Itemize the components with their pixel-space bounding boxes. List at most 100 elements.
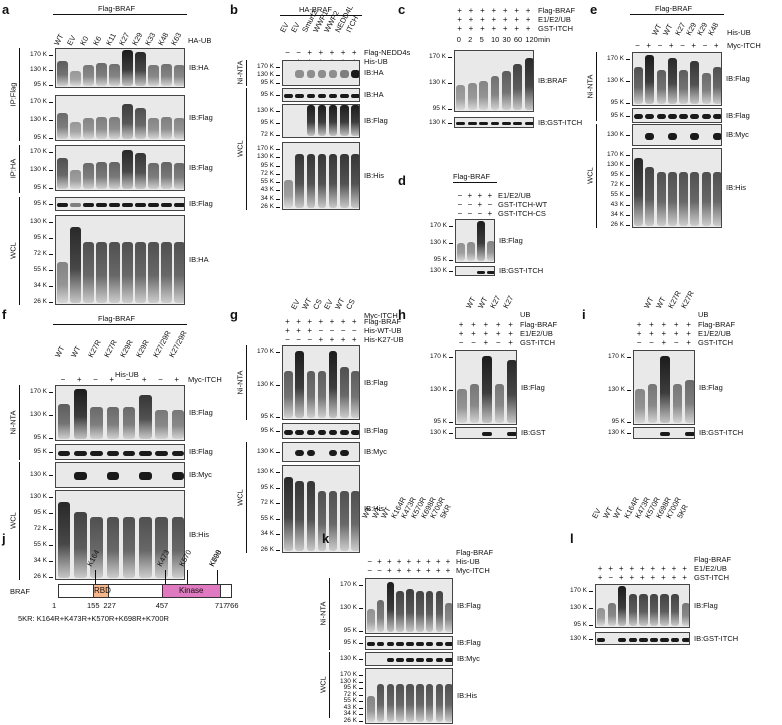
l-band [628,593,638,626]
j-position-label: 457 [155,601,169,610]
i-blot-0 [633,350,695,425]
l-band [597,608,606,626]
k-band [445,641,452,647]
g-marker-tick [276,352,280,353]
a-band [109,241,120,303]
d-sign: + [487,209,493,218]
b-marker: 34 K [260,194,274,202]
a-band [57,261,68,303]
h-marker-tick [449,389,453,391]
h-sign: + [458,329,464,338]
e-group-bar [596,124,597,228]
e-marker: 72 K [610,181,624,188]
c-band [513,121,523,126]
f-marker-tick [49,545,53,546]
c-sign: + [457,6,462,15]
k-band [396,641,405,647]
c-sign: + [457,24,462,33]
a-band [174,241,184,303]
g-sign: − [329,326,335,335]
h-marker-tick [449,422,453,423]
a-lane-label: K11 [103,31,118,47]
panel-letter-d: d [398,173,406,188]
k-ib-label: IB:Myc [457,654,480,663]
e-marker-tick [626,195,630,196]
k-sign: + [435,566,441,575]
k-group-bar [329,652,330,718]
f-marker-tick [49,577,53,578]
e-ib-label: IB:His [726,183,747,192]
l-band [607,603,616,626]
panel-letter-i: i [582,307,586,322]
l-sign: + [618,573,624,582]
l-row-label: GST-ITCH [694,573,729,582]
h-sign: − [458,338,464,347]
f-band [171,516,184,578]
h-sign: + [471,320,476,329]
a-marker: 130 K [30,116,47,123]
f-band [74,450,87,456]
g-ib-label: IB:Myc [364,447,387,456]
a-marker-tick [49,254,53,255]
k-marker-tick [359,688,363,690]
a-marker: 170 K [30,98,47,105]
b-marker: 95 K [260,119,274,126]
f-marker-tick [49,497,53,498]
a-ib-label: IB:Flag [189,163,213,172]
a-marker: 72 K [33,250,47,257]
f-band [155,516,168,578]
e-marker: 55 K [610,191,624,198]
e-band [690,132,700,140]
a-band [57,112,68,139]
h-sign: + [483,329,489,338]
a-blot-2 [55,145,185,191]
a-marker-tick [49,286,53,287]
f-band [106,407,120,439]
c-band [490,121,500,126]
c-sign: + [525,15,531,24]
l-ib-label: IB:GST-ITCH [694,633,739,643]
b-band [328,70,338,79]
i-sign: + [636,329,642,338]
f-ib-label: IB:Flag [189,408,213,417]
i-sign: − [636,338,642,347]
h-lane-key: UB [520,310,531,319]
g-marker: 95 K [260,483,274,491]
a-marker-tick [49,102,53,103]
g-band [317,491,327,551]
i-sign: + [649,320,654,329]
b-band [328,93,338,99]
g-band [317,371,327,418]
i-marker: 130 K [608,385,625,393]
k-marker: 130 K [340,604,357,611]
g-blot-1 [282,423,360,439]
i-band [684,432,694,437]
k-band [425,590,434,632]
b-ib-label: IB:His [364,171,385,180]
a-group-bar [19,197,20,305]
f-blot-1 [55,444,185,460]
f-marker-tick [49,561,53,562]
b-marker: 26 K [260,203,274,210]
h-row-label: Flag-BRAF [520,320,558,329]
g-marker: 95 K [260,427,274,434]
i-blot-1 [633,427,695,439]
e-marker: 130 K [607,77,624,84]
e-band [667,171,677,226]
b-group-label: Ni-NTA [235,60,245,85]
e-band [656,171,666,226]
k-ib-label: IB:Flag [457,601,481,610]
a-marker: 34 K [33,282,47,289]
k-band [445,603,452,632]
e-band [712,132,721,140]
a-band [174,117,184,139]
h-band [457,388,468,423]
f-marker: 72 K [33,525,47,532]
panel-letter-h: h [398,307,406,322]
d-row-label: GST-ITCH-WT [498,200,548,209]
e-marker: 95 K [610,99,624,106]
k-sign: + [396,566,402,575]
g-marker-tick [276,503,280,505]
b-marker: 55 K [260,178,274,186]
k-band [445,683,452,722]
